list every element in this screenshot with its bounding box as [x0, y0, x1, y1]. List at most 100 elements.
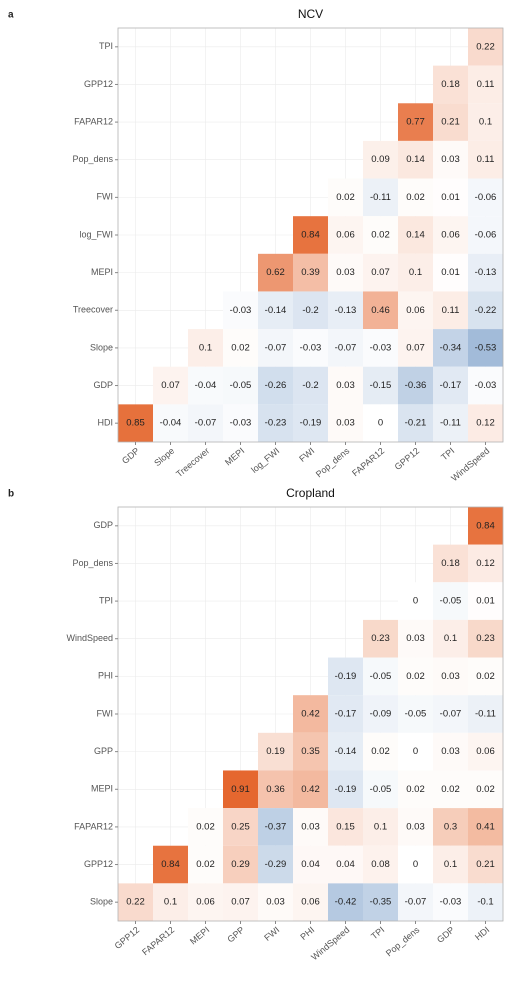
heatmap-cell: [363, 619, 398, 658]
cell-label: 0.18: [441, 79, 460, 90]
heatmap-cell: [328, 845, 363, 884]
x-tick-label: MEPI: [223, 446, 246, 468]
x-tick-label: GPP12: [113, 925, 142, 951]
heatmap-cell: [468, 770, 503, 809]
heatmap-cell: [363, 140, 398, 179]
cell-label: -0.37: [265, 821, 287, 832]
cell-label: 0.1: [164, 897, 177, 908]
heatmap-cell: [188, 845, 223, 884]
heatmap-cell: [328, 404, 363, 442]
cell-label: -0.23: [265, 418, 287, 429]
heatmap-cell: [293, 216, 328, 254]
heatmap-cell: [188, 329, 223, 367]
cell-label: 0.11: [477, 154, 495, 165]
cell-label: 0.02: [476, 784, 495, 795]
y-tick-label: Slope: [90, 897, 113, 907]
heatmap-cell: [328, 770, 363, 809]
y-tick-label: MEPI: [91, 784, 113, 794]
heatmap-cell: [433, 808, 468, 846]
x-tick-label: FWI: [297, 446, 316, 464]
heatmap-cell: [398, 103, 433, 141]
heatmap-cell: [258, 404, 293, 442]
cell-label: 0.1: [444, 633, 457, 644]
cell-label: 0.35: [301, 746, 320, 757]
cell-label: 0.02: [196, 859, 215, 870]
x-tick-label: GPP12: [393, 446, 422, 472]
cell-label: 0.21: [476, 859, 495, 870]
x-tick-label: WindSpeed: [309, 925, 351, 963]
cell-label: 0.23: [371, 633, 390, 644]
cell-label: 0.1: [199, 342, 212, 353]
cell-label: 0.12: [476, 418, 495, 429]
heatmap-cell: [468, 291, 503, 330]
cell-label: 0.03: [406, 821, 425, 832]
cell-label: 0.84: [161, 859, 180, 870]
heatmap-cell: [293, 366, 328, 405]
heatmap-cell: [153, 883, 188, 921]
heatmap-cell: [398, 808, 433, 846]
y-tick-label: HDI: [98, 418, 114, 428]
heatmap-cell: [328, 732, 363, 771]
cell-label: 0.06: [196, 897, 215, 908]
cell-label: -0.14: [265, 305, 287, 316]
heatmap-cell: [398, 404, 433, 442]
heatmap-cell: [363, 329, 398, 367]
cell-label: -0.13: [335, 305, 357, 316]
cell-label: 0.04: [336, 859, 355, 870]
heatmap-cell: [293, 404, 328, 442]
cell-label: 0.03: [336, 418, 355, 429]
heatmap-cell: [468, 216, 503, 254]
heatmap-cell: [293, 695, 328, 733]
heatmap-cell: [363, 770, 398, 809]
heatmap-cell: [153, 845, 188, 884]
cell-label: 0.15: [336, 821, 355, 832]
cell-label: -0.06: [475, 230, 497, 241]
heatmap-cell: [118, 883, 153, 921]
y-tick-label: FWI: [97, 192, 114, 202]
cell-label: -0.05: [440, 596, 462, 607]
heatmap-cell: [328, 808, 363, 846]
cell-label: 0.02: [336, 192, 355, 203]
heatmap-cell: [433, 329, 468, 367]
panel-label: a: [8, 10, 14, 21]
heatmap-cell: [433, 366, 468, 405]
x-tick-label: PHI: [298, 925, 316, 942]
x-tick-label: GPP: [225, 925, 246, 945]
cell-label: 0.02: [476, 671, 495, 682]
y-tick-label: Treecover: [73, 305, 113, 315]
cell-label: -0.07: [195, 418, 217, 429]
cell-label: -0.03: [230, 418, 252, 429]
cell-label: 0.1: [374, 821, 387, 832]
y-tick-label: TPI: [99, 595, 113, 605]
cell-label: -0.07: [265, 342, 287, 353]
cell-label: -0.11: [440, 418, 461, 429]
heatmap-cell: [363, 178, 398, 217]
cell-label: 0.77: [406, 117, 425, 128]
heatmap-cell: [468, 366, 503, 405]
cell-label: 0.3: [444, 821, 457, 832]
heatmap-cell: [223, 329, 258, 367]
cell-label: -0.04: [160, 418, 182, 429]
cell-label: 0.1: [479, 117, 492, 128]
x-tick-label: TPI: [439, 446, 456, 463]
heatmap-cell: [433, 65, 468, 104]
x-tick-label: FWI: [262, 925, 281, 943]
heatmap-cell: [468, 808, 503, 846]
heatmap-cell: [293, 808, 328, 846]
cell-label: -0.03: [475, 380, 497, 391]
cell-label: -0.07: [405, 897, 427, 908]
heatmap-cell: [223, 770, 258, 809]
y-tick-label: GDP: [93, 380, 113, 390]
heatmap-cell: [293, 845, 328, 884]
heatmap-cell: [433, 103, 468, 141]
heatmap-cell: [433, 770, 468, 809]
y-tick-label: GDP: [93, 520, 113, 530]
x-tick-label: FAPAR12: [140, 925, 176, 958]
cell-label: -0.05: [405, 709, 427, 720]
heatmap-cell: [398, 366, 433, 405]
heatmap-cell: [153, 366, 188, 405]
cell-label: 0.14: [406, 230, 425, 241]
heatmap-cell: [363, 291, 398, 330]
cell-label: -0.15: [370, 380, 392, 391]
heatmap-cell: [188, 366, 223, 405]
